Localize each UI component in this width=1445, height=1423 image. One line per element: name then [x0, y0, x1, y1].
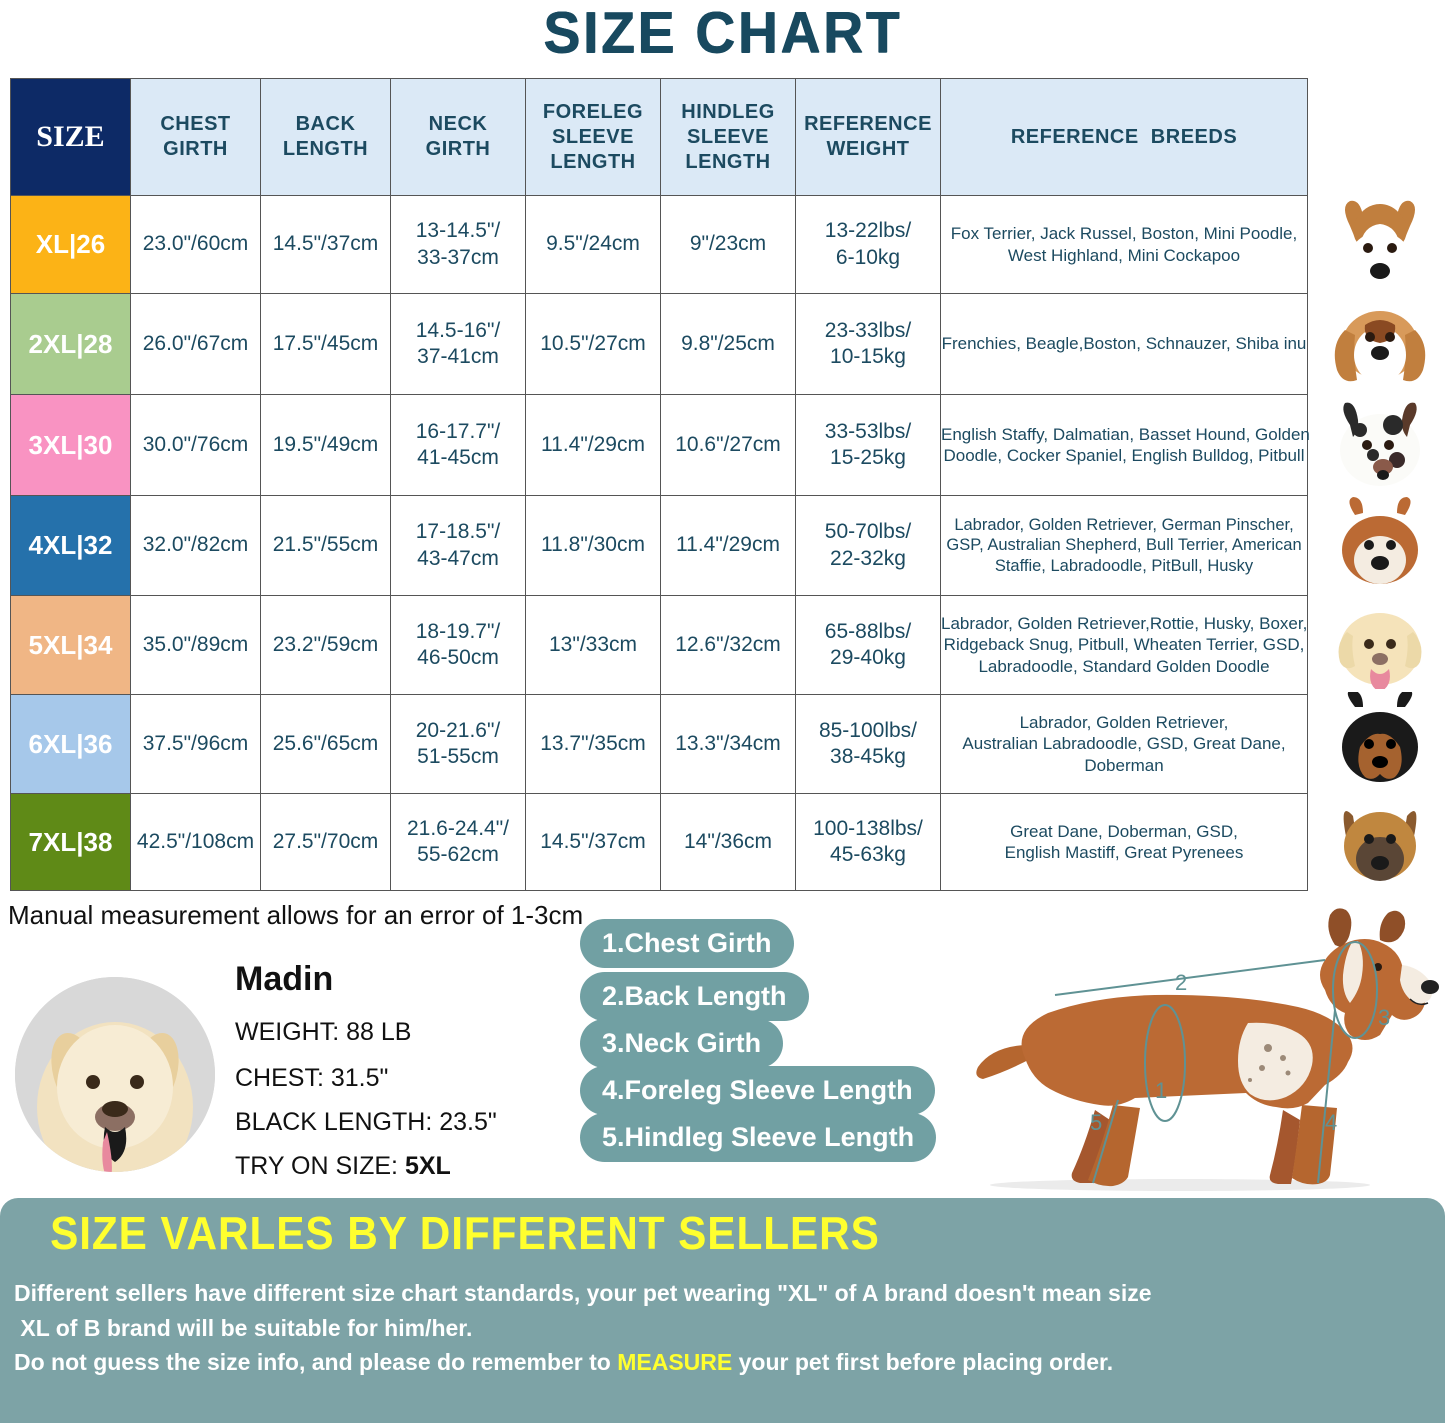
svg-text:1: 1 — [1155, 1078, 1167, 1103]
svg-text:3: 3 — [1378, 1005, 1390, 1030]
svg-text:5: 5 — [1090, 1110, 1102, 1135]
svg-text:4: 4 — [1325, 1110, 1337, 1135]
svg-text:2: 2 — [1175, 970, 1187, 995]
